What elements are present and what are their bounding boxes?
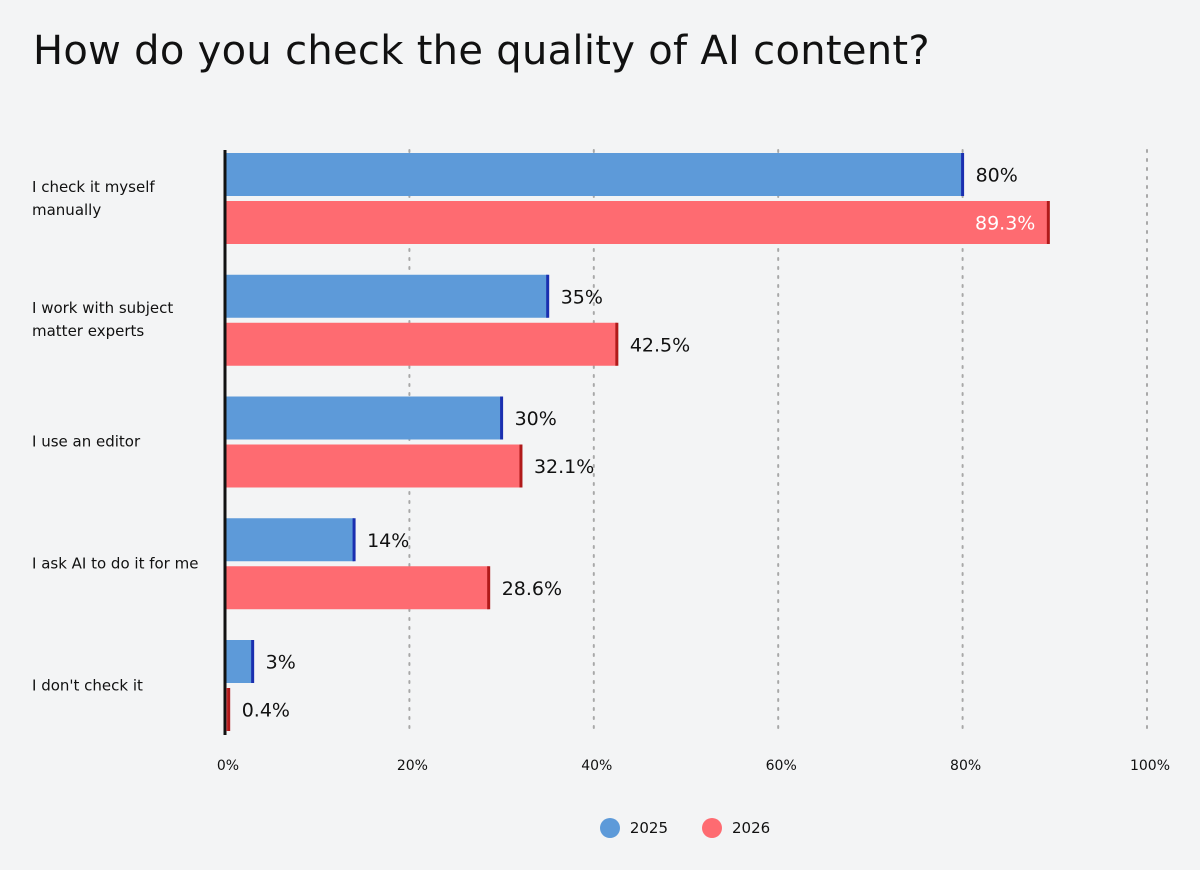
legend-label-2026: 2026 (732, 819, 771, 837)
bar-end-cap-2025 (251, 640, 255, 683)
x-tick-label: 0% (217, 758, 239, 774)
legend-swatch-2026 (702, 818, 722, 838)
category-label: I ask AI to do it for me (32, 554, 199, 573)
category-label: I work with subject matter experts (32, 299, 174, 341)
category-label: I use an editor (32, 432, 141, 451)
bar-2026 (225, 444, 521, 488)
bar-end-cap-2025 (500, 396, 504, 440)
chart-title: How do you check the quality of AI conte… (33, 28, 930, 74)
bar-2025 (225, 153, 963, 196)
bar-2025 (225, 518, 355, 562)
x-tick-label: 60% (766, 758, 797, 774)
category-label: I don't check it (32, 676, 143, 694)
bar-value-label-2026: 0.4% (242, 700, 290, 722)
bar-value-label-2025: 80% (976, 165, 1018, 187)
bar-value-label-2026: 42.5% (630, 334, 690, 356)
legend-label-2025: 2025 (629, 819, 668, 837)
x-tick-label: 20% (397, 758, 428, 774)
bar-value-label-2025: 3% (266, 652, 296, 674)
bar-2025 (225, 640, 253, 683)
bar-2025 (225, 274, 548, 318)
bar-end-cap-2025 (352, 518, 356, 562)
bar-value-label-2026: 32.1% (534, 456, 594, 478)
category-label: I check it myself manually (32, 177, 155, 219)
bar-end-cap-2026 (227, 688, 231, 731)
bar-2026 (225, 688, 229, 731)
bar-value-label-2025: 35% (561, 286, 603, 308)
bar-2025 (225, 396, 502, 440)
bar-end-cap-2026 (519, 444, 523, 488)
bar-end-cap-2026 (615, 322, 619, 366)
bar-end-cap-2026 (1046, 201, 1050, 244)
bar-2026 (225, 322, 617, 366)
bar-value-label-2026: 28.6% (502, 578, 562, 600)
bar-end-cap-2025 (961, 153, 965, 196)
bar-value-label-2025: 30% (515, 408, 557, 430)
bar-end-cap-2025 (546, 274, 550, 318)
legend-item-2026[interactable]: 2026 (702, 818, 770, 838)
bar-2026 (225, 566, 489, 610)
x-tick-label: 80% (950, 758, 981, 774)
legend: 2025 2026 (0, 818, 1200, 838)
bar-value-label-2026: 89.3% (975, 213, 1035, 235)
legend-item-2025[interactable]: 2025 (599, 818, 668, 838)
x-tick-label: 100% (1130, 758, 1170, 774)
bar-end-cap-2026 (487, 566, 491, 610)
x-tick-label: 40% (581, 758, 612, 774)
bar-value-label-2025: 14% (367, 530, 409, 552)
legend-swatch-2025 (599, 818, 620, 838)
bar-2026 (225, 201, 1049, 244)
